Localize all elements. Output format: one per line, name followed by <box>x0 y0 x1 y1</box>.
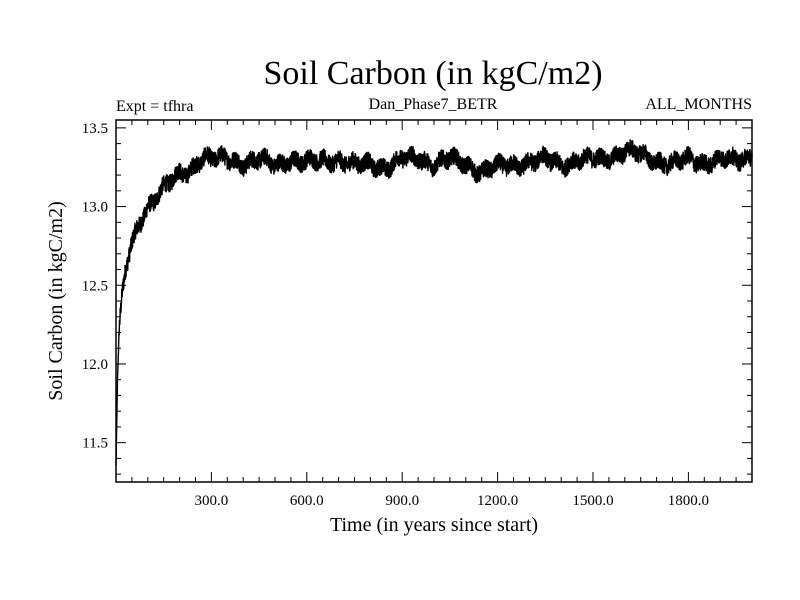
plot-area: 300.0 600.0 900.0 1200.0 1500.0 1800.0 11.5 12.… <box>82 120 753 509</box>
x-tick-label: 1200.0 <box>477 493 518 509</box>
y-tick-label: 11.5 <box>82 436 108 452</box>
plot-frame <box>115 119 753 483</box>
subtitle-right: ALL_MONTHS <box>645 96 752 113</box>
x-axis-label: Time (in years since start) <box>330 514 538 536</box>
x-tick-label: 1800.0 <box>668 493 709 509</box>
y-tick-label: 12.0 <box>82 357 108 373</box>
x-tick-label: 600.0 <box>290 493 324 509</box>
y-tick-label: 13.5 <box>82 121 108 137</box>
chart-title: Soil Carbon (in kgC/m2) <box>263 55 602 92</box>
soil-carbon-series-line <box>115 139 753 466</box>
y-axis-label: Soil Carbon (in kgC/m2) <box>45 201 67 400</box>
x-tick-label: 1500.0 <box>572 493 613 509</box>
subtitle-center: Dan_Phase7_BETR <box>369 96 498 113</box>
subtitle-left: Expt = tfhra <box>116 98 193 115</box>
x-tick-label: 300.0 <box>195 493 229 509</box>
y-tick-label: 12.5 <box>82 278 108 294</box>
x-tick-label: 900.0 <box>385 493 419 509</box>
y-tick-label: 13.0 <box>82 200 108 216</box>
